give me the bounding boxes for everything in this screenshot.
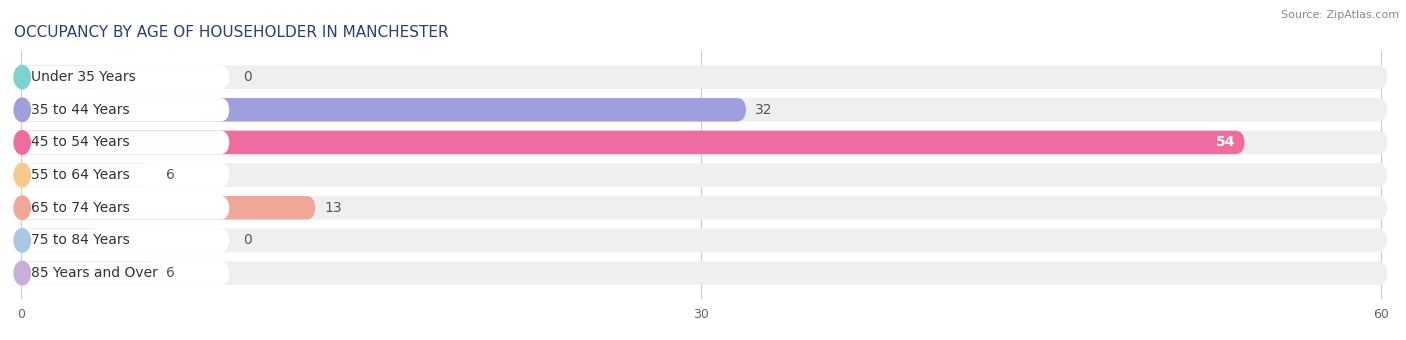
Circle shape [14,131,31,154]
FancyBboxPatch shape [14,65,1388,89]
FancyBboxPatch shape [14,163,229,187]
FancyBboxPatch shape [14,229,229,252]
FancyBboxPatch shape [14,65,229,89]
Text: 13: 13 [325,201,342,215]
FancyBboxPatch shape [14,98,1388,121]
FancyBboxPatch shape [14,131,1388,154]
FancyBboxPatch shape [21,131,1244,154]
Text: OCCUPANCY BY AGE OF HOUSEHOLDER IN MANCHESTER: OCCUPANCY BY AGE OF HOUSEHOLDER IN MANCH… [14,25,449,40]
FancyBboxPatch shape [14,261,1388,285]
FancyBboxPatch shape [21,98,747,121]
Text: 65 to 74 Years: 65 to 74 Years [31,201,129,215]
FancyBboxPatch shape [14,229,1388,252]
Circle shape [14,196,31,220]
Circle shape [14,65,31,89]
FancyBboxPatch shape [14,131,229,154]
FancyBboxPatch shape [14,196,229,220]
Circle shape [14,98,31,121]
Text: 55 to 64 Years: 55 to 64 Years [31,168,129,182]
FancyBboxPatch shape [14,261,229,285]
Text: 6: 6 [166,266,174,280]
Text: 35 to 44 Years: 35 to 44 Years [31,103,129,117]
Text: Source: ZipAtlas.com: Source: ZipAtlas.com [1281,10,1399,20]
FancyBboxPatch shape [14,163,1388,187]
Text: 32: 32 [755,103,773,117]
FancyBboxPatch shape [21,229,103,252]
Text: Under 35 Years: Under 35 Years [31,70,135,84]
Text: 0: 0 [243,234,252,248]
FancyBboxPatch shape [14,98,229,121]
Text: 6: 6 [166,168,174,182]
Circle shape [14,229,31,252]
Circle shape [14,163,31,187]
FancyBboxPatch shape [14,196,1388,220]
FancyBboxPatch shape [21,196,315,220]
FancyBboxPatch shape [21,65,103,89]
Text: 54: 54 [1216,135,1236,150]
Text: 75 to 84 Years: 75 to 84 Years [31,234,129,248]
Text: 85 Years and Over: 85 Years and Over [31,266,157,280]
Text: 45 to 54 Years: 45 to 54 Years [31,135,129,150]
Circle shape [14,261,31,285]
FancyBboxPatch shape [21,163,157,187]
FancyBboxPatch shape [21,261,157,285]
Text: 0: 0 [243,70,252,84]
